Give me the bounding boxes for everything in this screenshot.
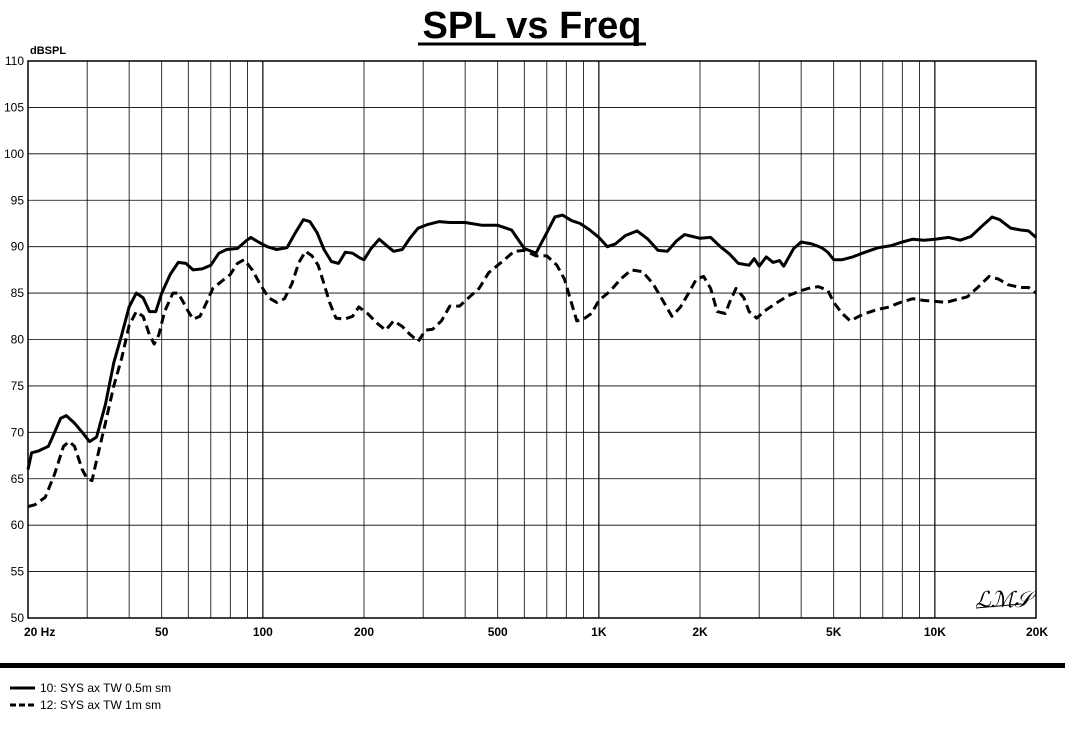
y-tick-label: 55 [11,565,25,579]
y-tick-label: 100 [4,147,24,161]
y-tick-label: 65 [11,472,25,486]
y-tick-label: 110 [5,54,24,68]
legend: 10: SYS ax TW 0.5m sm 12: SYS ax TW 1m sm [10,681,171,712]
x-tick-label: 200 [354,625,374,639]
series-line-1 [26,213,1037,470]
chart-title: SPL vs Freq [423,5,642,47]
x-tick-label: 20K [1026,625,1048,639]
y-tick-label: 50 [11,611,25,625]
x-tick-label: 10K [924,625,946,639]
x-tick-label: 500 [488,625,508,639]
plot-frame [27,60,1037,619]
x-tick-label: 100 [253,625,273,639]
series-lines [26,213,1037,509]
legend-divider [0,663,1065,668]
x-tick-label: 5K [826,625,842,639]
y-tick-label: 75 [11,379,25,393]
x-tick-label: 1K [591,625,607,639]
y-tick-label: 90 [11,240,25,254]
legend-label-1: 10: SYS ax TW 0.5m sm [40,681,171,695]
y-tick-label: 80 [11,333,25,347]
y-tick-label: 105 [4,100,24,114]
x-tick-label: 20 Hz [24,625,55,639]
y-tick-label: 85 [11,286,25,300]
y-axis-label: dBSPL [30,45,66,57]
legend-label-2: 12: SYS ax TW 1m sm [40,698,161,712]
y-tick-label: 70 [11,425,25,439]
x-tick-label: 50 [155,625,169,639]
series-line-2 [27,248,1037,509]
x-tick-label: 2K [692,625,708,639]
y-tick-label: 60 [11,518,25,532]
y-tick-label: 95 [11,193,25,207]
grid [28,61,1036,618]
svg-text:ℒℳ𝒮: ℒℳ𝒮 [975,588,1037,613]
lms-logo: ℒℳ𝒮 [975,588,1037,613]
